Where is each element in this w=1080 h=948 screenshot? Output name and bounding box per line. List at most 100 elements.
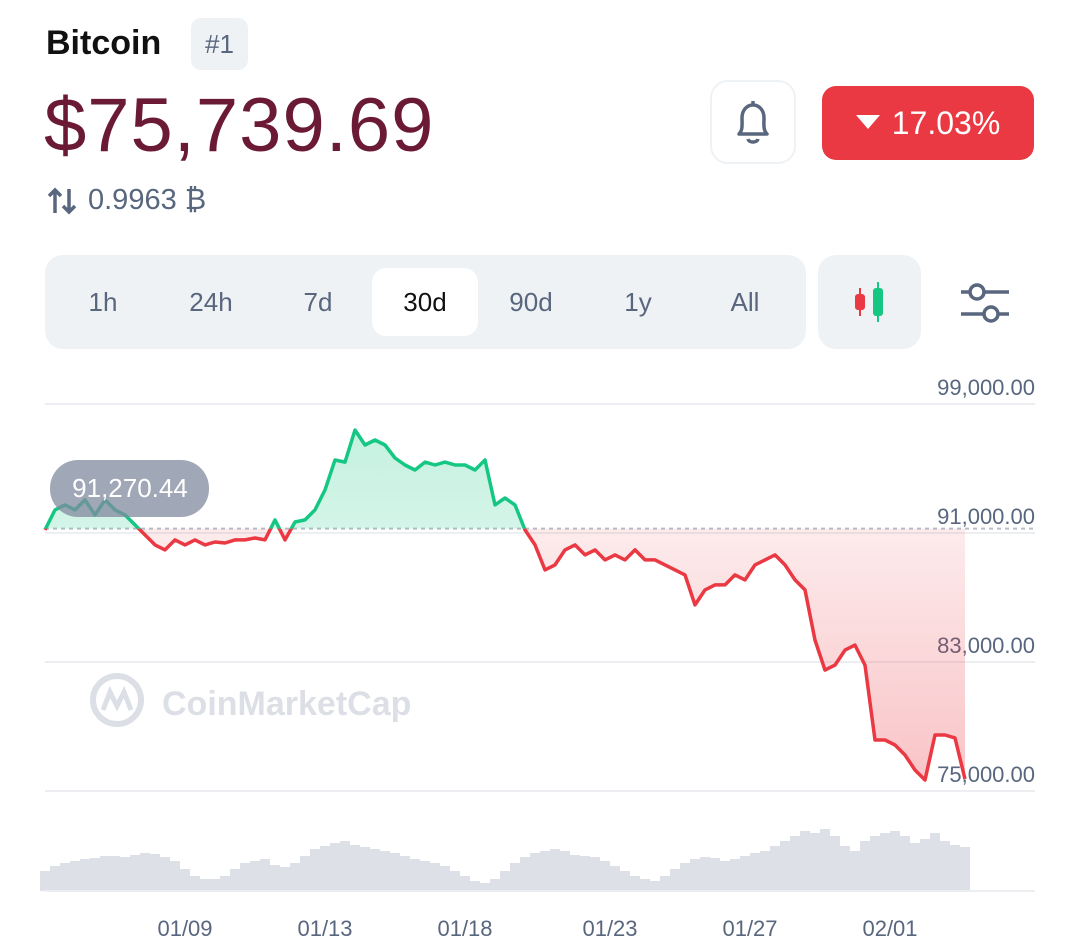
volume-bar bbox=[960, 847, 970, 891]
volume-bar bbox=[370, 849, 380, 891]
volume-bar bbox=[860, 841, 870, 891]
volume-bar bbox=[590, 857, 600, 891]
volume-bar bbox=[340, 841, 350, 891]
change-pill: 17.03% bbox=[822, 86, 1034, 160]
volume-bar bbox=[300, 856, 310, 891]
volume-bar bbox=[840, 846, 850, 891]
volume-bar bbox=[90, 858, 100, 891]
volume-bar bbox=[390, 853, 400, 891]
range-tab[interactable]: 1y bbox=[624, 286, 652, 317]
range-tab[interactable]: 30d bbox=[372, 268, 478, 336]
range-tab[interactable]: All bbox=[730, 286, 760, 317]
volume-bar bbox=[800, 831, 810, 891]
volume-bar bbox=[100, 856, 110, 891]
volume-bar bbox=[70, 861, 80, 891]
volume-bar bbox=[440, 866, 450, 891]
range-tabs: 1h 24h 7d 30d 90d 1y All bbox=[45, 255, 806, 349]
x-tick-label: 01/13 bbox=[297, 916, 352, 941]
volume-bar bbox=[710, 858, 720, 891]
x-tick-label: 01/09 bbox=[157, 916, 212, 941]
range-tab[interactable]: 7d bbox=[303, 286, 333, 317]
volume-bar bbox=[500, 871, 510, 891]
volume-bar bbox=[600, 861, 610, 891]
volume-bar bbox=[630, 876, 640, 891]
range-tab[interactable]: 90d bbox=[509, 286, 553, 317]
btc-ratio: 0.9963 ₿ bbox=[88, 184, 207, 216]
volume-bar bbox=[250, 861, 260, 891]
volume-bar bbox=[620, 871, 630, 891]
x-tick-label: 01/18 bbox=[437, 916, 492, 941]
volume-bar bbox=[160, 857, 170, 891]
volume-bar bbox=[520, 857, 530, 891]
volume-bar bbox=[650, 881, 660, 891]
candle-icon bbox=[854, 282, 883, 322]
volume-bar bbox=[40, 871, 50, 891]
volume-bar bbox=[450, 871, 460, 891]
volume-bar bbox=[730, 859, 740, 891]
volume-bar bbox=[570, 855, 580, 891]
volume-bar bbox=[200, 879, 210, 891]
volume-bar bbox=[760, 851, 770, 891]
volume-bar bbox=[750, 853, 760, 891]
volume-bar bbox=[430, 863, 440, 891]
volume-bar bbox=[400, 856, 410, 891]
alert-button[interactable] bbox=[710, 80, 796, 164]
volume-bar bbox=[810, 833, 820, 891]
volume-bar bbox=[140, 853, 150, 891]
volume-bar bbox=[880, 833, 890, 891]
price: $75,739.69 bbox=[44, 83, 435, 168]
volume-bar bbox=[380, 851, 390, 891]
volume-bar bbox=[80, 859, 90, 891]
x-tick-label: 01/27 bbox=[722, 916, 777, 941]
y-tick-label: 75,000.00 bbox=[937, 762, 1035, 787]
volume-bar bbox=[330, 843, 340, 891]
rank-badge: #1 bbox=[191, 18, 248, 70]
price-line-up bbox=[43, 428, 527, 529]
volume-bar bbox=[480, 883, 490, 891]
volume-bar bbox=[890, 831, 900, 891]
volume-bar bbox=[820, 829, 830, 891]
x-tick-label: 01/23 bbox=[582, 916, 637, 941]
volume-bar bbox=[510, 863, 520, 891]
volume-bar bbox=[50, 866, 60, 891]
volume-bar bbox=[670, 869, 680, 891]
volume-bar bbox=[350, 845, 360, 891]
volume-bar bbox=[110, 856, 120, 891]
bell-icon bbox=[737, 101, 769, 144]
volume-bar bbox=[280, 867, 290, 891]
area-down bbox=[45, 528, 965, 780]
volume-bar bbox=[490, 879, 500, 891]
volume-bar bbox=[950, 845, 960, 891]
candle-toggle[interactable] bbox=[818, 255, 921, 349]
baseline-badge bbox=[50, 460, 209, 517]
down-triangle bbox=[855, 115, 880, 129]
watermark-text: CoinMarketCap bbox=[162, 685, 411, 723]
coin-name: Bitcoin bbox=[46, 24, 162, 62]
volume-bar bbox=[220, 876, 230, 891]
change-value: 17.03% bbox=[891, 104, 1001, 141]
area-up bbox=[45, 430, 965, 529]
volume-bar bbox=[660, 876, 670, 891]
volume-bar bbox=[410, 859, 420, 891]
volume-bar bbox=[320, 846, 330, 891]
volume-bar bbox=[190, 876, 200, 891]
volume-bar bbox=[580, 856, 590, 891]
volume-bar bbox=[940, 841, 950, 891]
volume-bar bbox=[470, 881, 480, 891]
volume-bar bbox=[720, 861, 730, 891]
settings-icon[interactable] bbox=[955, 278, 1015, 328]
volume-bar bbox=[910, 843, 920, 891]
y-tick-label: 99,000.00 bbox=[937, 375, 1035, 400]
volume-bar bbox=[180, 869, 190, 891]
volume-bar bbox=[770, 846, 780, 891]
volume-bar bbox=[700, 857, 710, 891]
baseline-label: 91,270.44 bbox=[72, 473, 188, 503]
volume-bar bbox=[780, 841, 790, 891]
range-tab[interactable]: 24h bbox=[189, 286, 233, 317]
volume-bar bbox=[310, 849, 320, 891]
volume-bar bbox=[740, 856, 750, 891]
volume-bar bbox=[550, 849, 560, 891]
range-tab[interactable]: 1h bbox=[88, 286, 118, 317]
volume-bar bbox=[900, 836, 910, 891]
